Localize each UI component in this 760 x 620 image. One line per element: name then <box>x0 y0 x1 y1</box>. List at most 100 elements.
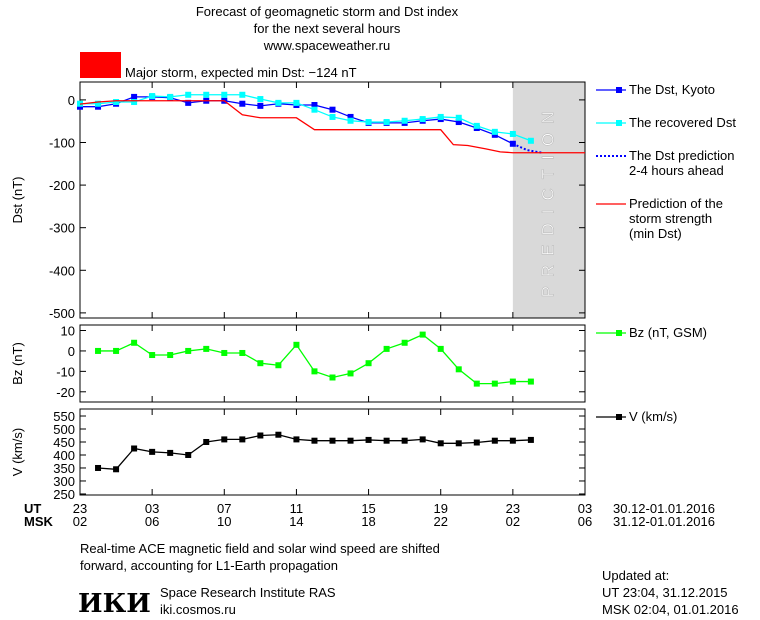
legend-label: V (km/s) <box>629 409 677 424</box>
x-tick-label-msk: 06 <box>145 514 159 529</box>
series-marker <box>95 100 102 107</box>
series-marker <box>419 436 426 443</box>
updated: MSK 02:04, 01.01.2016 <box>602 602 739 617</box>
legend-label: storm strength <box>629 211 712 226</box>
series-marker <box>131 445 138 452</box>
series-marker <box>257 102 264 109</box>
series-marker <box>95 464 102 471</box>
series-marker <box>221 349 228 356</box>
series-marker <box>95 347 102 354</box>
logo: ИКИ <box>78 589 151 619</box>
series-marker <box>113 466 120 473</box>
series-marker <box>149 93 156 100</box>
series-marker <box>491 128 498 135</box>
series-marker <box>131 99 138 106</box>
y-tick-label: 400 <box>53 448 75 463</box>
y-axis-label: V (km/s) <box>10 428 25 476</box>
series-marker <box>275 99 282 106</box>
series-marker <box>185 451 192 458</box>
series-marker <box>401 339 408 346</box>
y-tick-label: -20 <box>56 385 75 400</box>
footer-note: Real-time ACE magnetic field and solar w… <box>80 541 440 556</box>
series-marker <box>347 117 354 124</box>
series-marker <box>311 106 318 113</box>
legend-label: (min Dst) <box>629 226 682 241</box>
y-tick-label: -300 <box>49 221 75 236</box>
series-marker <box>293 99 300 106</box>
series-marker <box>491 437 498 444</box>
legend-marker <box>616 120 622 126</box>
series-marker <box>167 449 174 456</box>
x-tick-label: 15 <box>361 501 375 516</box>
title-line: for the next several hours <box>254 21 401 36</box>
x-tick-label-msk: 02 <box>73 514 87 529</box>
series-marker <box>275 431 282 438</box>
series-marker <box>365 360 372 367</box>
x-tick-label: 03 <box>145 501 159 516</box>
series-marker <box>383 437 390 444</box>
series-marker <box>185 91 192 98</box>
y-tick-label: 450 <box>53 435 75 450</box>
prediction-region <box>512 82 585 318</box>
x-tick-label: 23 <box>506 501 520 516</box>
series-marker <box>329 437 336 444</box>
series-marker <box>509 130 516 137</box>
series-marker <box>293 436 300 443</box>
legend-label: 2-4 hours ahead <box>629 163 724 178</box>
series-marker <box>185 347 192 354</box>
series-marker <box>239 100 246 107</box>
x-date-label: 30.12-01.01.2016 <box>613 501 715 516</box>
series-marker <box>311 102 318 109</box>
series-marker <box>149 448 156 455</box>
series-marker <box>275 362 282 369</box>
y-tick-label: -100 <box>49 135 75 150</box>
y-tick-label: -400 <box>49 263 75 278</box>
legend-marker <box>616 330 622 336</box>
updated: UT 23:04, 31.12.2015 <box>602 585 728 600</box>
series-marker <box>347 437 354 444</box>
series-marker <box>221 91 228 98</box>
y-tick-label: -500 <box>49 306 75 321</box>
title-line: Forecast of geomagnetic storm and Dst in… <box>196 4 459 19</box>
series-marker <box>455 119 462 126</box>
series-marker <box>293 341 300 348</box>
y-tick-label: -10 <box>56 364 75 379</box>
x-tick-label: 11 <box>290 501 304 516</box>
series-marker <box>167 93 174 100</box>
series-marker <box>131 339 138 346</box>
y-tick-label: 550 <box>53 409 75 424</box>
x-tick-label: 07 <box>217 501 231 516</box>
x-tick-label-msk: 22 <box>433 514 447 529</box>
series-line <box>80 94 532 142</box>
series-marker <box>257 432 264 439</box>
series-marker <box>365 436 372 443</box>
plot-frame <box>79 408 586 496</box>
series-marker <box>203 91 210 98</box>
series-marker <box>257 96 264 103</box>
legend-label: The Dst, Kyoto <box>629 82 715 97</box>
series-marker <box>239 349 246 356</box>
series-marker <box>329 106 336 113</box>
series-marker <box>149 352 156 359</box>
y-tick-label: 300 <box>53 474 75 489</box>
y-tick-label: 0 <box>68 93 75 108</box>
x-row-label: MSK <box>24 514 54 529</box>
series-marker <box>437 345 444 352</box>
series-marker <box>509 437 516 444</box>
x-row-label: UT <box>24 501 41 516</box>
y-axis-label: Bz (nT) <box>10 342 25 385</box>
series-marker <box>527 436 534 443</box>
series-marker <box>113 347 120 354</box>
series-marker <box>527 378 534 385</box>
plot-frame <box>79 81 586 319</box>
series-marker <box>455 114 462 121</box>
series-marker <box>239 91 246 98</box>
prediction-label: PREDICTION <box>538 103 557 298</box>
footer-note: forward, accounting for L1-Earth propaga… <box>80 558 338 573</box>
series-marker <box>401 437 408 444</box>
series-marker <box>329 374 336 381</box>
series-marker <box>311 437 318 444</box>
series-marker <box>437 440 444 447</box>
series-marker <box>491 380 498 387</box>
legend-marker <box>616 87 622 93</box>
